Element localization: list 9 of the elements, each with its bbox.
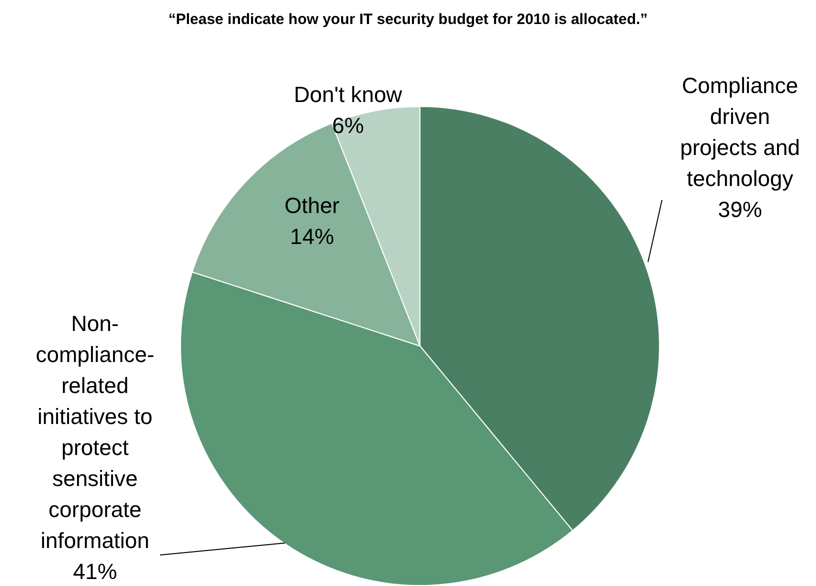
data-label: 6%: [332, 113, 364, 138]
slice-label: Compliance driven projects and technology: [680, 73, 800, 192]
slice-label: Non-compliance-related initiatives to protect sensitive corporate information: [36, 311, 154, 554]
data-label: 14%: [290, 224, 334, 250]
data-label: 39%: [718, 197, 762, 222]
slice-label: Other: [284, 193, 340, 218]
data-label: 41%: [72, 559, 118, 584]
slice-label: Don't know: [294, 82, 402, 108]
chart-title: “Please indicate how your IT security budget for 2010 is allocated.”: [168, 11, 648, 28]
